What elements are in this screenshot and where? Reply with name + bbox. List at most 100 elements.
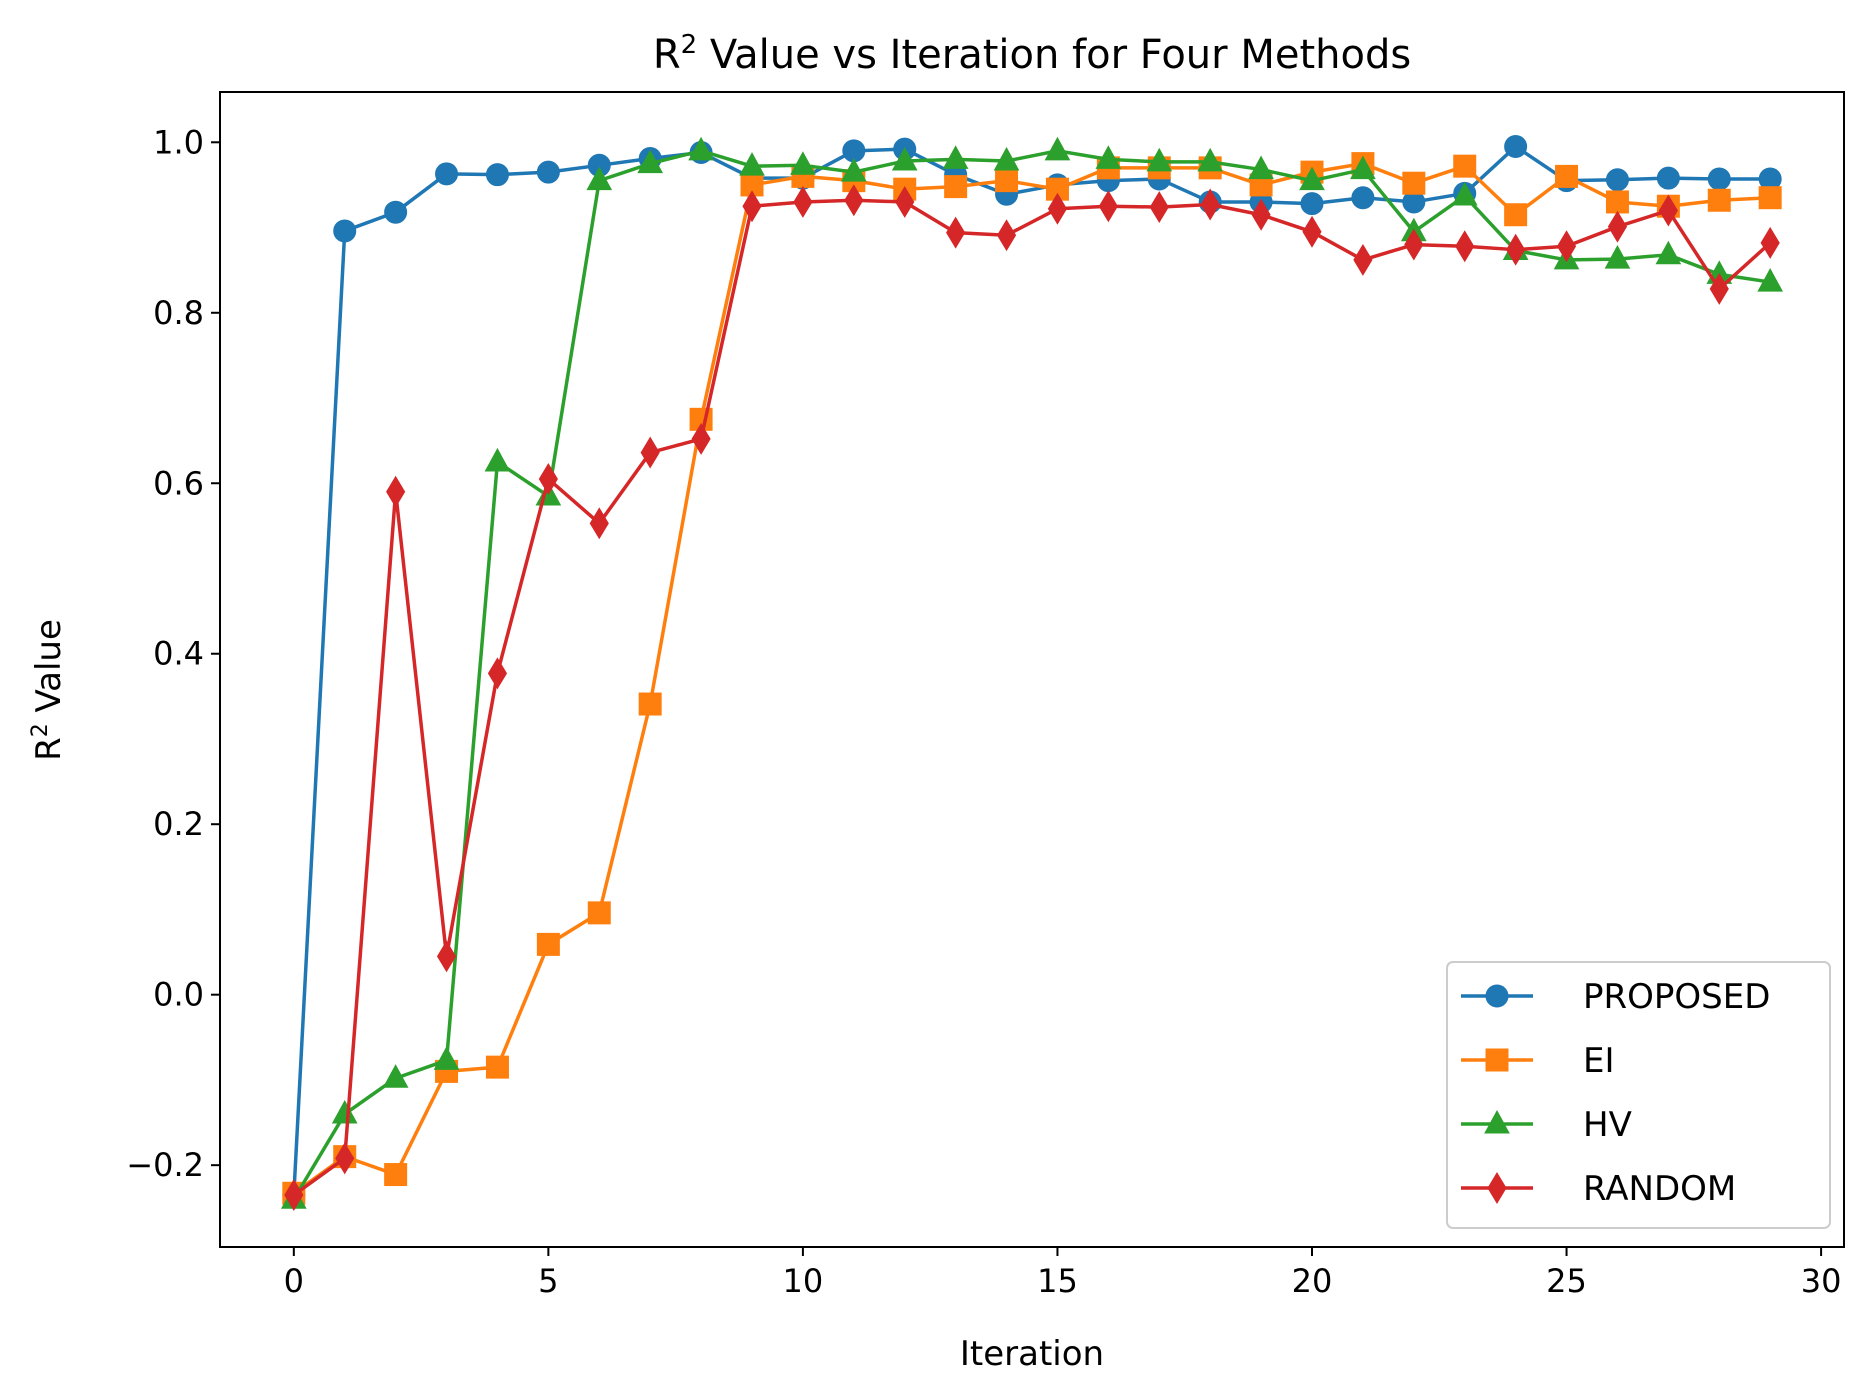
data-point-hv bbox=[1604, 245, 1631, 269]
data-point-hv bbox=[891, 147, 918, 171]
y-tick-label: 0.4 bbox=[153, 635, 204, 673]
data-point-hv bbox=[993, 147, 1020, 171]
plot-frame bbox=[219, 91, 1845, 1248]
data-point-random bbox=[691, 422, 711, 455]
data-point-hv bbox=[1655, 240, 1682, 265]
y-axis: −0.2 0.0 0.2 0.4 0.6 0.8 1.0 bbox=[126, 123, 220, 1184]
data-point-proposed bbox=[485, 163, 509, 187]
plot-area bbox=[280, 135, 1784, 1211]
data-point-proposed bbox=[1300, 192, 1324, 216]
data-point-ei bbox=[1555, 164, 1579, 188]
legend-item-proposed: PROPOSED bbox=[1461, 977, 1770, 1017]
data-point-hv bbox=[637, 149, 664, 174]
legend-label-ei: EI bbox=[1583, 1041, 1615, 1081]
x-axis: 0 5 10 15 20 25 30 bbox=[284, 1247, 1842, 1300]
chart-title: R2 Value vs Iteration for Four Methods bbox=[653, 30, 1411, 78]
series-hv bbox=[280, 136, 1784, 1209]
data-point-hv bbox=[1451, 181, 1478, 206]
data-point-proposed bbox=[1351, 186, 1375, 210]
data-point-random bbox=[1149, 191, 1169, 224]
data-point-random bbox=[1251, 198, 1271, 231]
legend-item-ei: EI bbox=[1461, 1041, 1615, 1081]
data-point-random bbox=[1353, 243, 1373, 276]
y-tick-label: 0.0 bbox=[153, 976, 204, 1014]
data-point-ei bbox=[1605, 190, 1629, 214]
legend: PROPOSED EI HV RANDOM bbox=[1446, 961, 1831, 1229]
y-tick-label: 0.6 bbox=[153, 464, 204, 502]
data-point-random bbox=[1302, 215, 1322, 248]
x-tick-label: 30 bbox=[1801, 1262, 1842, 1300]
legend-marker-ei bbox=[1485, 1048, 1509, 1072]
data-point-hv bbox=[1197, 147, 1224, 172]
data-point-hv bbox=[1146, 147, 1173, 172]
data-point-hv bbox=[1350, 155, 1376, 180]
data-point-proposed bbox=[536, 160, 560, 184]
data-point-random bbox=[538, 463, 558, 495]
legend-box bbox=[1446, 961, 1831, 1229]
data-point-ei bbox=[536, 932, 560, 956]
data-point-hv bbox=[382, 1064, 409, 1088]
data-point-ei bbox=[1453, 154, 1477, 178]
data-point-proposed bbox=[1656, 166, 1680, 190]
y-tick-label: −0.2 bbox=[126, 1146, 204, 1184]
data-point-random bbox=[946, 216, 966, 249]
data-point-random bbox=[284, 1179, 304, 1211]
data-point-hv bbox=[1044, 136, 1071, 161]
legend-item-random: RANDOM bbox=[1461, 1169, 1736, 1209]
series-random bbox=[284, 184, 1780, 1211]
data-point-proposed bbox=[333, 219, 357, 243]
y-tick-label: 1.0 bbox=[153, 123, 204, 161]
data-point-ei bbox=[1402, 171, 1426, 195]
data-point-hv bbox=[586, 166, 613, 191]
data-point-ei bbox=[638, 692, 662, 716]
x-tick-label: 10 bbox=[783, 1262, 824, 1300]
data-point-ei bbox=[1504, 203, 1528, 227]
x-tick-label: 25 bbox=[1546, 1262, 1587, 1300]
data-point-random bbox=[589, 507, 609, 540]
x-axis-label: Iteration bbox=[960, 1334, 1104, 1374]
legend-marker-random bbox=[1487, 1172, 1507, 1204]
data-point-proposed bbox=[1504, 135, 1528, 159]
data-point-random bbox=[386, 475, 406, 508]
y-tick-label: 0.2 bbox=[153, 805, 204, 843]
data-point-hv bbox=[688, 136, 714, 161]
legend-label-proposed: PROPOSED bbox=[1583, 977, 1770, 1017]
legend-marker-hv bbox=[1484, 1109, 1510, 1134]
data-point-hv bbox=[1095, 145, 1122, 169]
x-tick-label: 0 bbox=[284, 1262, 304, 1300]
data-point-hv bbox=[484, 447, 511, 472]
data-point-hv bbox=[1299, 166, 1325, 191]
x-tick-label: 5 bbox=[538, 1262, 558, 1300]
x-tick-label: 15 bbox=[1037, 1262, 1078, 1300]
data-point-random bbox=[996, 219, 1017, 252]
data-point-hv bbox=[331, 1099, 358, 1124]
legend-label-hv: HV bbox=[1583, 1105, 1632, 1145]
x-tick-label: 20 bbox=[1292, 1262, 1333, 1300]
data-point-ei bbox=[485, 1055, 509, 1079]
data-point-random bbox=[1607, 210, 1628, 243]
data-point-random bbox=[335, 1142, 355, 1175]
data-point-proposed bbox=[435, 162, 459, 186]
data-point-hv bbox=[840, 158, 867, 182]
legend-marker-proposed bbox=[1485, 984, 1509, 1008]
data-point-random bbox=[1658, 194, 1678, 227]
data-point-random bbox=[1709, 272, 1729, 305]
legend-item-hv: HV bbox=[1461, 1105, 1632, 1145]
data-point-proposed bbox=[1707, 167, 1731, 191]
data-point-hv bbox=[790, 151, 816, 175]
data-point-hv bbox=[1248, 155, 1274, 180]
data-point-proposed bbox=[1605, 168, 1629, 192]
data-point-random bbox=[1098, 190, 1118, 223]
data-point-random bbox=[487, 657, 508, 690]
data-point-random bbox=[1404, 228, 1424, 261]
data-point-random bbox=[1760, 226, 1780, 259]
data-point-ei bbox=[384, 1163, 408, 1187]
data-point-random bbox=[1047, 192, 1068, 225]
series-proposed bbox=[282, 135, 1782, 1207]
y-axis-label: R2 Value bbox=[28, 619, 69, 761]
data-point-random bbox=[844, 184, 864, 217]
data-point-hv bbox=[739, 152, 765, 176]
data-point-random bbox=[1506, 233, 1526, 266]
data-point-random bbox=[793, 185, 813, 218]
